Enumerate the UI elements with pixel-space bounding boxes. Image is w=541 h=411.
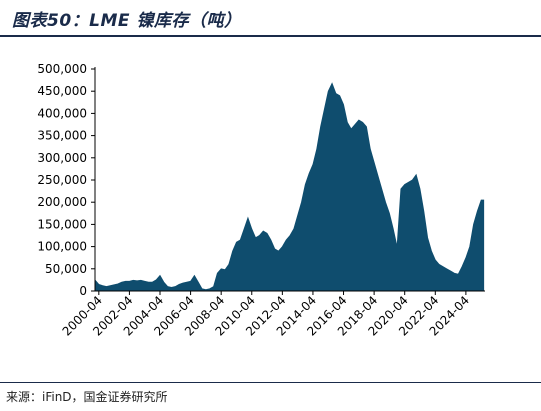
footer-rule bbox=[0, 382, 541, 383]
y-tick-label: 250,000 bbox=[37, 173, 87, 187]
y-tick-label: 400,000 bbox=[37, 106, 87, 120]
y-tick-label: 500,000 bbox=[37, 62, 87, 76]
inventory-area bbox=[94, 82, 485, 292]
y-tick-label: 300,000 bbox=[37, 151, 87, 165]
lme-nickel-inventory-chart: 0 50,000 100,000 150,000 200,000 250,000 300,0… bbox=[37, 62, 485, 339]
y-tick-label: 150,000 bbox=[37, 217, 87, 231]
y-tick-label: 50,000 bbox=[45, 262, 87, 276]
chart-title: 图表50：LME 镍库存（吨） bbox=[12, 11, 242, 31]
source-note: 来源：iFinD，国金证券研究所 bbox=[6, 390, 168, 404]
y-tick-label: 200,000 bbox=[37, 195, 87, 209]
y-tick-label: 100,000 bbox=[37, 240, 87, 254]
title-rule bbox=[0, 35, 541, 37]
y-tick-label: 350,000 bbox=[37, 129, 87, 143]
y-tick-label: 0 bbox=[79, 284, 87, 298]
y-tick-label: 450,000 bbox=[37, 84, 87, 98]
